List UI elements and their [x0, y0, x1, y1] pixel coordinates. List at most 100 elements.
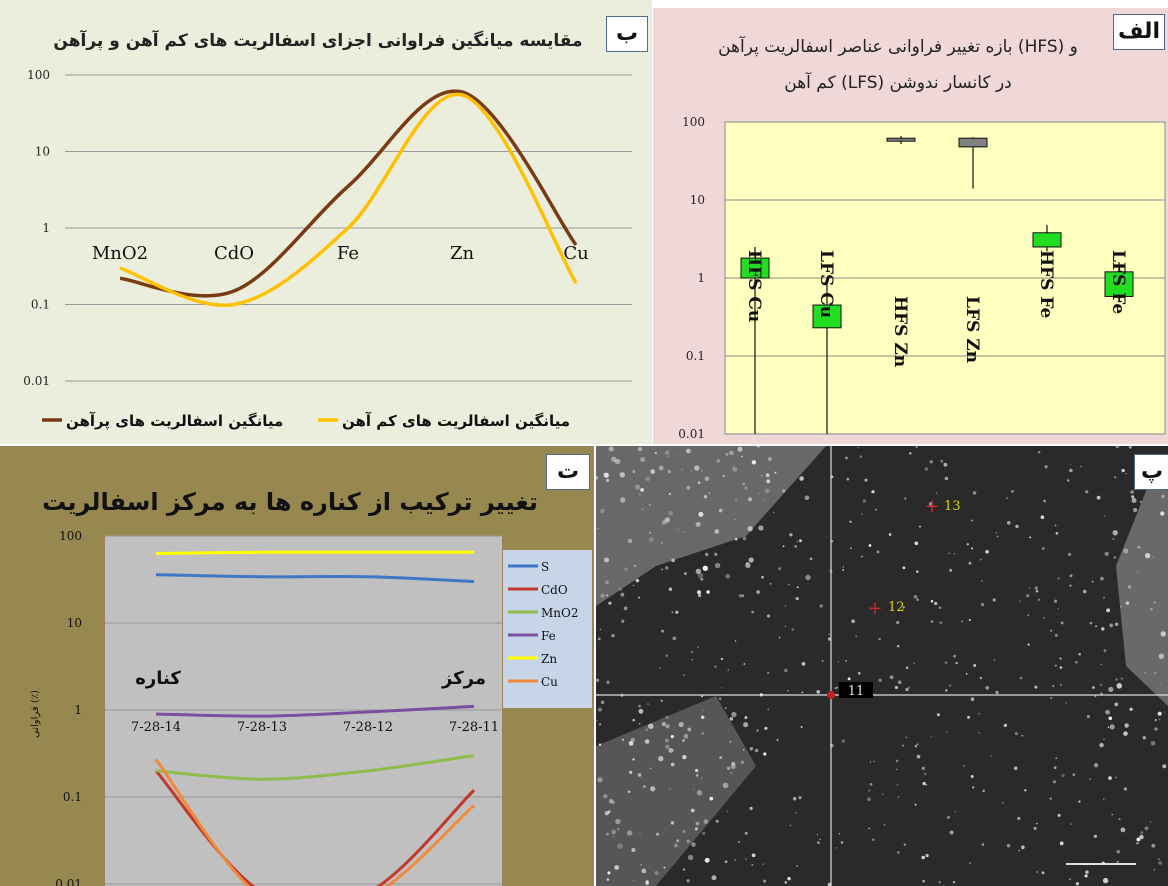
texture-speck	[766, 479, 771, 484]
texture-speck	[1093, 763, 1099, 768]
texture-speck	[697, 590, 701, 595]
texture-speck	[674, 843, 678, 848]
texture-speck	[627, 790, 631, 794]
texture-speck	[965, 673, 968, 675]
chart-b: مقایسه میانگین فراوانی اجزای اسفالریت ها…	[23, 29, 632, 431]
texture-speck	[695, 521, 701, 527]
texture-speck	[726, 766, 731, 770]
texture-speck	[1099, 742, 1104, 748]
texture-speck	[1142, 736, 1146, 740]
texture-speck	[744, 831, 748, 835]
texture-speck	[1050, 629, 1053, 632]
texture-speck	[640, 457, 646, 462]
texture-speck	[944, 661, 948, 664]
texture-speck	[1154, 672, 1157, 674]
texture-speck	[1116, 850, 1120, 854]
texture-speck	[702, 709, 704, 711]
texture-speck	[606, 680, 610, 684]
texture-speck	[946, 815, 950, 819]
texture-speck	[1019, 676, 1023, 680]
texture-speck	[626, 830, 633, 836]
texture-speck	[722, 474, 725, 478]
texture-speck	[835, 847, 838, 849]
texture-speck	[1112, 537, 1115, 541]
texture-speck	[857, 671, 861, 675]
texture-speck	[970, 775, 974, 778]
texture-speck	[1130, 490, 1134, 494]
texture-speck	[1120, 605, 1123, 608]
texture-speck	[1003, 723, 1008, 728]
texture-speck	[1085, 870, 1089, 874]
x-category-label: 7-28-13	[237, 720, 287, 735]
x-category-label: 7-28-12	[343, 720, 393, 735]
texture-speck	[1144, 671, 1146, 674]
texture-speck	[946, 731, 948, 733]
texture-speck	[665, 724, 670, 729]
texture-speck	[1005, 497, 1008, 500]
texture-speck	[656, 832, 659, 836]
texture-speck	[774, 471, 777, 474]
texture-speck	[1112, 530, 1118, 536]
x-category-label: Cu	[563, 243, 588, 264]
texture-speck	[909, 452, 912, 455]
texture-speck	[629, 770, 633, 774]
texture-speck	[747, 526, 753, 532]
texture-speck	[654, 452, 657, 454]
texture-speck	[1100, 576, 1104, 581]
texture-speck	[895, 759, 899, 763]
texture-speck	[799, 476, 804, 481]
texture-speck	[690, 808, 695, 813]
texture-speck	[1049, 797, 1052, 800]
texture-speck	[743, 722, 749, 728]
texture-speck	[930, 620, 934, 623]
texture-speck	[838, 832, 841, 835]
texture-speck	[711, 875, 717, 881]
texture-speck	[733, 518, 736, 521]
texture-speck	[696, 790, 703, 796]
texture-speck	[845, 456, 848, 460]
texture-speck	[751, 610, 755, 614]
texture-speck	[914, 745, 918, 748]
texture-speck	[1127, 585, 1132, 589]
texture-speck	[895, 768, 898, 771]
texture-speck	[778, 567, 782, 571]
texture-speck	[1086, 714, 1090, 719]
texture-speck	[1043, 616, 1046, 619]
panel-p-tag: پ	[1134, 454, 1168, 490]
texture-speck	[632, 584, 635, 587]
texture-speck	[686, 485, 691, 490]
panel-b: مقایسه میانگین فراوانی اجزای اسفالریت ها…	[0, 0, 652, 444]
texture-speck	[1107, 726, 1110, 729]
texture-speck	[1105, 709, 1110, 715]
box-label: LFS Zn	[962, 296, 982, 363]
texture-speck	[668, 511, 673, 516]
box	[886, 137, 916, 142]
texture-speck	[795, 811, 798, 814]
texture-speck	[883, 824, 886, 826]
texture-speck	[637, 596, 640, 599]
texture-speck	[1131, 495, 1135, 499]
texture-speck	[1021, 734, 1024, 737]
texture-speck	[695, 821, 700, 826]
texture-speck	[1019, 600, 1021, 602]
texture-speck	[1067, 479, 1070, 482]
texture-speck	[738, 593, 743, 598]
legend-label: MnO2	[541, 606, 579, 620]
texture-speck	[632, 758, 635, 761]
box-label: HFS Cu	[744, 250, 764, 322]
texture-speck	[915, 446, 918, 448]
texture-speck	[862, 499, 867, 503]
texture-speck	[897, 680, 902, 685]
point-marker-11: 11	[827, 682, 873, 699]
texture-speck	[796, 586, 799, 589]
texture-speck	[1033, 826, 1037, 830]
texture-speck	[694, 465, 700, 471]
texture-speck	[784, 668, 788, 673]
plot-area	[105, 536, 502, 886]
texture-speck	[864, 478, 868, 482]
texture-speck	[677, 454, 679, 456]
texture-speck	[943, 462, 948, 467]
texture-speck	[598, 707, 602, 712]
texture-speck	[603, 793, 608, 799]
texture-speck	[1093, 834, 1098, 838]
